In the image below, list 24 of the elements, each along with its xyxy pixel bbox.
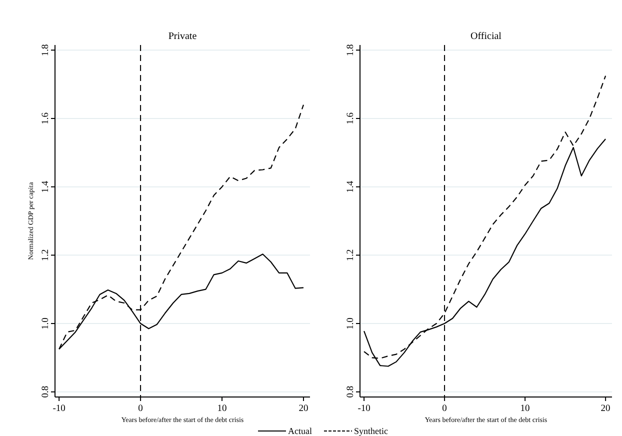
legend-label: Synthetic [354, 426, 388, 436]
x-tick-label: 20 [298, 404, 308, 414]
chart-title: Private [168, 31, 198, 42]
x-tick-label: -10 [358, 404, 371, 414]
chart-title: Official [470, 31, 502, 42]
y-tick-label: 0.8 [41, 386, 51, 398]
x-tick-label: 0 [138, 404, 144, 414]
y-tick-label: 1.2 [41, 248, 51, 262]
legend-label: Actual [288, 426, 312, 436]
y-tick-label: 1.8 [41, 44, 51, 56]
x-tick-label: 0 [442, 404, 448, 414]
x-tick-label: -10 [52, 404, 66, 414]
x-tick-label: 10 [520, 404, 530, 414]
y-tick-label: 1.0 [346, 317, 356, 330]
y-tick-label: 1.2 [346, 248, 356, 262]
y-tick-label: 1.6 [41, 112, 51, 124]
y-tick-label: 1.4 [41, 180, 51, 193]
y-tick-label: 1.8 [346, 44, 356, 56]
y-tick-label: 1.6 [346, 112, 356, 124]
x-tick-label: 20 [600, 404, 611, 414]
y-tick-label: 1.0 [41, 317, 51, 330]
y-tick-label: 1.4 [346, 180, 356, 193]
y-tick-label: 0.8 [346, 386, 356, 398]
x-tick-label: 10 [217, 404, 228, 414]
